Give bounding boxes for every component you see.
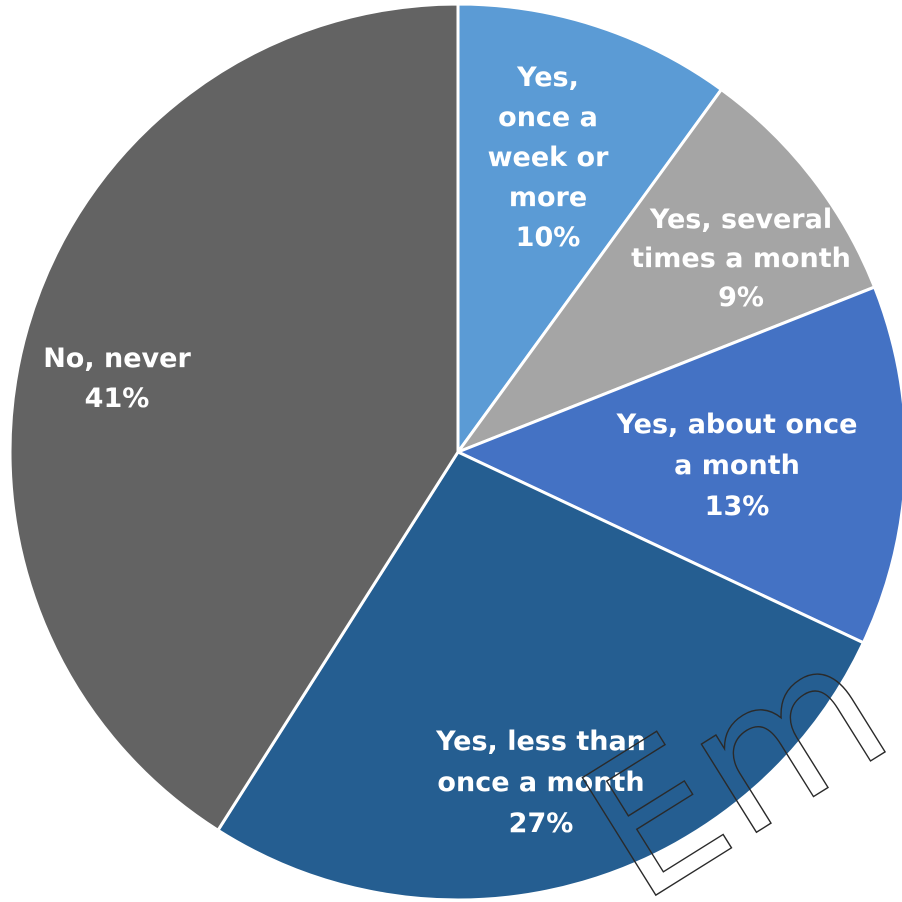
pie-slice-0 bbox=[456, 2, 723, 454]
slice-label-line: week or bbox=[488, 142, 609, 173]
slice-label-line: 9% bbox=[718, 282, 764, 313]
pie-slices bbox=[8, 2, 902, 902]
pie-labels: Yes, once a week or more 10% Yes, several time… bbox=[43, 62, 857, 839]
slice-label-line: 13% bbox=[705, 491, 770, 522]
slice-label-line: 10% bbox=[516, 222, 581, 253]
slice-label-line: Yes, several bbox=[649, 204, 832, 235]
pie-slice-3 bbox=[216, 450, 865, 902]
slice-label-line: a month bbox=[674, 450, 800, 481]
slice-label-1: Yes, several times a month 9% bbox=[631, 204, 851, 313]
slice-label-0: Yes, once a week or more 10% bbox=[488, 62, 609, 253]
slice-label-line: once a month bbox=[437, 767, 644, 798]
slice-label-line: Yes, bbox=[516, 62, 579, 93]
slice-label-line: times a month bbox=[631, 243, 851, 274]
slice-label-line: No, never bbox=[43, 343, 191, 374]
slice-label-line: Yes, about once bbox=[616, 409, 858, 440]
slice-label-line: Yes, less than bbox=[435, 726, 646, 757]
pie-slice-1 bbox=[456, 88, 877, 454]
slice-label-line: more bbox=[509, 182, 587, 213]
slice-label-4: No, never 41% bbox=[43, 343, 191, 414]
slice-label-line: once a bbox=[498, 102, 598, 133]
slice-label-2: Yes, about once a month 13% bbox=[616, 409, 858, 522]
slice-label-line: 27% bbox=[509, 808, 574, 839]
pie-slice-4 bbox=[8, 2, 460, 832]
slice-label-3: Yes, less than once a month 27% bbox=[435, 726, 646, 839]
pie-slice-2 bbox=[456, 285, 902, 645]
slice-label-line: 41% bbox=[85, 383, 150, 414]
